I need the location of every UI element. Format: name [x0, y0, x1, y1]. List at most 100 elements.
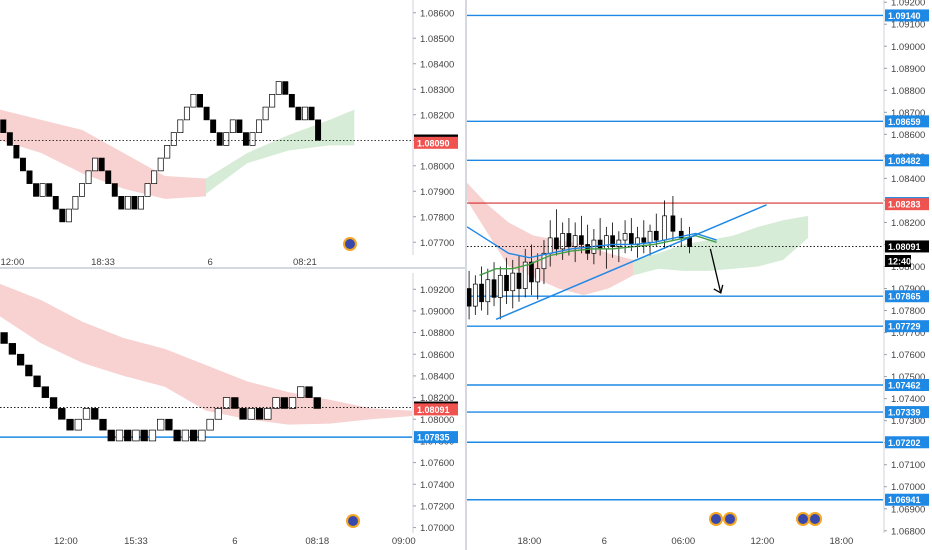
- renko-brick: [203, 106, 210, 121]
- candle-body: [491, 279, 497, 298]
- renko-brick: [181, 429, 190, 442]
- plot-area: [0, 81, 412, 223]
- candle-body: [485, 279, 491, 303]
- renko-brick: [74, 418, 82, 431]
- renko-brick: [157, 418, 165, 431]
- price-tag-label: 1.08283: [888, 200, 921, 210]
- trendline: [495, 204, 767, 321]
- renko-brick: [91, 408, 99, 420]
- candle-body: [560, 233, 566, 250]
- renko-brick: [157, 157, 164, 172]
- y-tick-label: 1.09000: [891, 42, 925, 53]
- y-tick-label: 1.07900: [891, 284, 925, 295]
- renko-brick: [229, 119, 236, 133]
- y-tick-label: 1.08000: [420, 161, 454, 172]
- y-tick-label: 1.08200: [891, 218, 925, 229]
- x-tick-label: 06:00: [671, 536, 695, 547]
- renko-brick: [239, 408, 247, 420]
- renko-brick: [189, 429, 198, 442]
- renko-brick: [25, 364, 33, 377]
- renko-brick: [151, 170, 158, 184]
- price-tag: [885, 240, 929, 253]
- renko-brick: [58, 408, 66, 420]
- renko-brick: [132, 429, 140, 442]
- y-tick-label: 1.08000: [891, 262, 925, 273]
- x-tick-label: 6: [232, 536, 237, 547]
- renko-brick: [124, 429, 132, 442]
- renko-brick: [197, 93, 204, 108]
- y-tick-label: 1.08200: [420, 393, 454, 404]
- price-tag-label: 1.08482: [888, 156, 921, 166]
- renko-brick: [59, 208, 66, 223]
- renko-brick: [222, 397, 231, 409]
- renko-brick: [255, 408, 264, 420]
- candle-body: [678, 230, 684, 239]
- renko-brick: [177, 119, 184, 133]
- renko-brick: [85, 170, 92, 184]
- price-tag: [885, 254, 911, 267]
- moving-average-green: [479, 234, 717, 276]
- price-tag-label: 1.08090: [417, 138, 450, 148]
- renko-brick: [272, 397, 280, 409]
- renko-brick: [288, 397, 297, 409]
- renko-brick: [99, 418, 107, 431]
- y-tick-label: 1.08600: [420, 8, 454, 19]
- y-tick-label: 1.07700: [891, 328, 925, 339]
- plot-area: [0, 283, 412, 442]
- renko-brick: [165, 418, 173, 431]
- renko-brick: [144, 183, 151, 197]
- renko-brick: [65, 208, 72, 223]
- y-tick-label: 1.09200: [891, 0, 925, 9]
- y-tick-label: 1.08400: [420, 59, 454, 70]
- price-tag: [885, 493, 929, 506]
- y-tick-label: 1.07600: [891, 350, 925, 361]
- price-tag: [885, 290, 929, 303]
- chart-panel-top-left: 1.086001.085001.084001.083001.082001.081…: [0, 0, 458, 268]
- event-marker-icon-inner: [345, 239, 355, 249]
- candle-body: [647, 230, 653, 243]
- renko-brick: [210, 119, 217, 133]
- renko-brick: [66, 418, 74, 431]
- x-tick-label: 08:21: [293, 257, 317, 268]
- x-tick-label: 12:00: [750, 536, 774, 547]
- renko-brick: [247, 408, 255, 420]
- candle-body: [566, 233, 572, 248]
- price-tag: [885, 154, 929, 167]
- price-tag-label: 1.09140: [888, 11, 921, 21]
- y-tick-label: 1.09100: [891, 20, 925, 31]
- candle-body: [547, 237, 553, 254]
- y-tick-label: 1.07100: [891, 460, 925, 471]
- x-tick-label: 12:00: [0, 257, 24, 268]
- renko-brick: [295, 106, 302, 121]
- renko-brick: [315, 119, 322, 141]
- candle-body: [472, 283, 478, 307]
- renko-brick: [46, 183, 53, 197]
- renko-brick: [297, 386, 305, 398]
- candle-body: [522, 261, 528, 289]
- price-tag: [414, 403, 458, 416]
- renko-brick: [190, 93, 197, 108]
- renko-brick: [198, 429, 206, 442]
- plot-area: [467, 14, 883, 501]
- candle-body: [497, 274, 503, 298]
- x-tick-label: 18:00: [518, 536, 542, 547]
- candle-body: [510, 272, 516, 292]
- x-tick-label: 12:00: [54, 536, 78, 547]
- y-tick-label: 1.08900: [891, 64, 925, 75]
- y-tick-label: 1.07000: [420, 523, 454, 534]
- y-tick-label: 1.07500: [891, 372, 925, 383]
- y-tick-label: 1.08500: [420, 34, 454, 45]
- price-tag-label: 1.07865: [888, 292, 921, 302]
- y-tick-label: 1.08800: [420, 328, 454, 339]
- y-tick-label: 1.08200: [420, 110, 454, 121]
- x-tick-label: 6: [207, 257, 212, 268]
- price-tag: [885, 9, 929, 22]
- renko-brick: [223, 132, 230, 146]
- renko-brick: [98, 157, 105, 172]
- candle-body: [670, 215, 676, 232]
- y-tick-label: 1.08000: [420, 415, 454, 426]
- renko-brick: [183, 106, 190, 121]
- renko-brick: [131, 196, 138, 210]
- candle-body: [554, 237, 559, 250]
